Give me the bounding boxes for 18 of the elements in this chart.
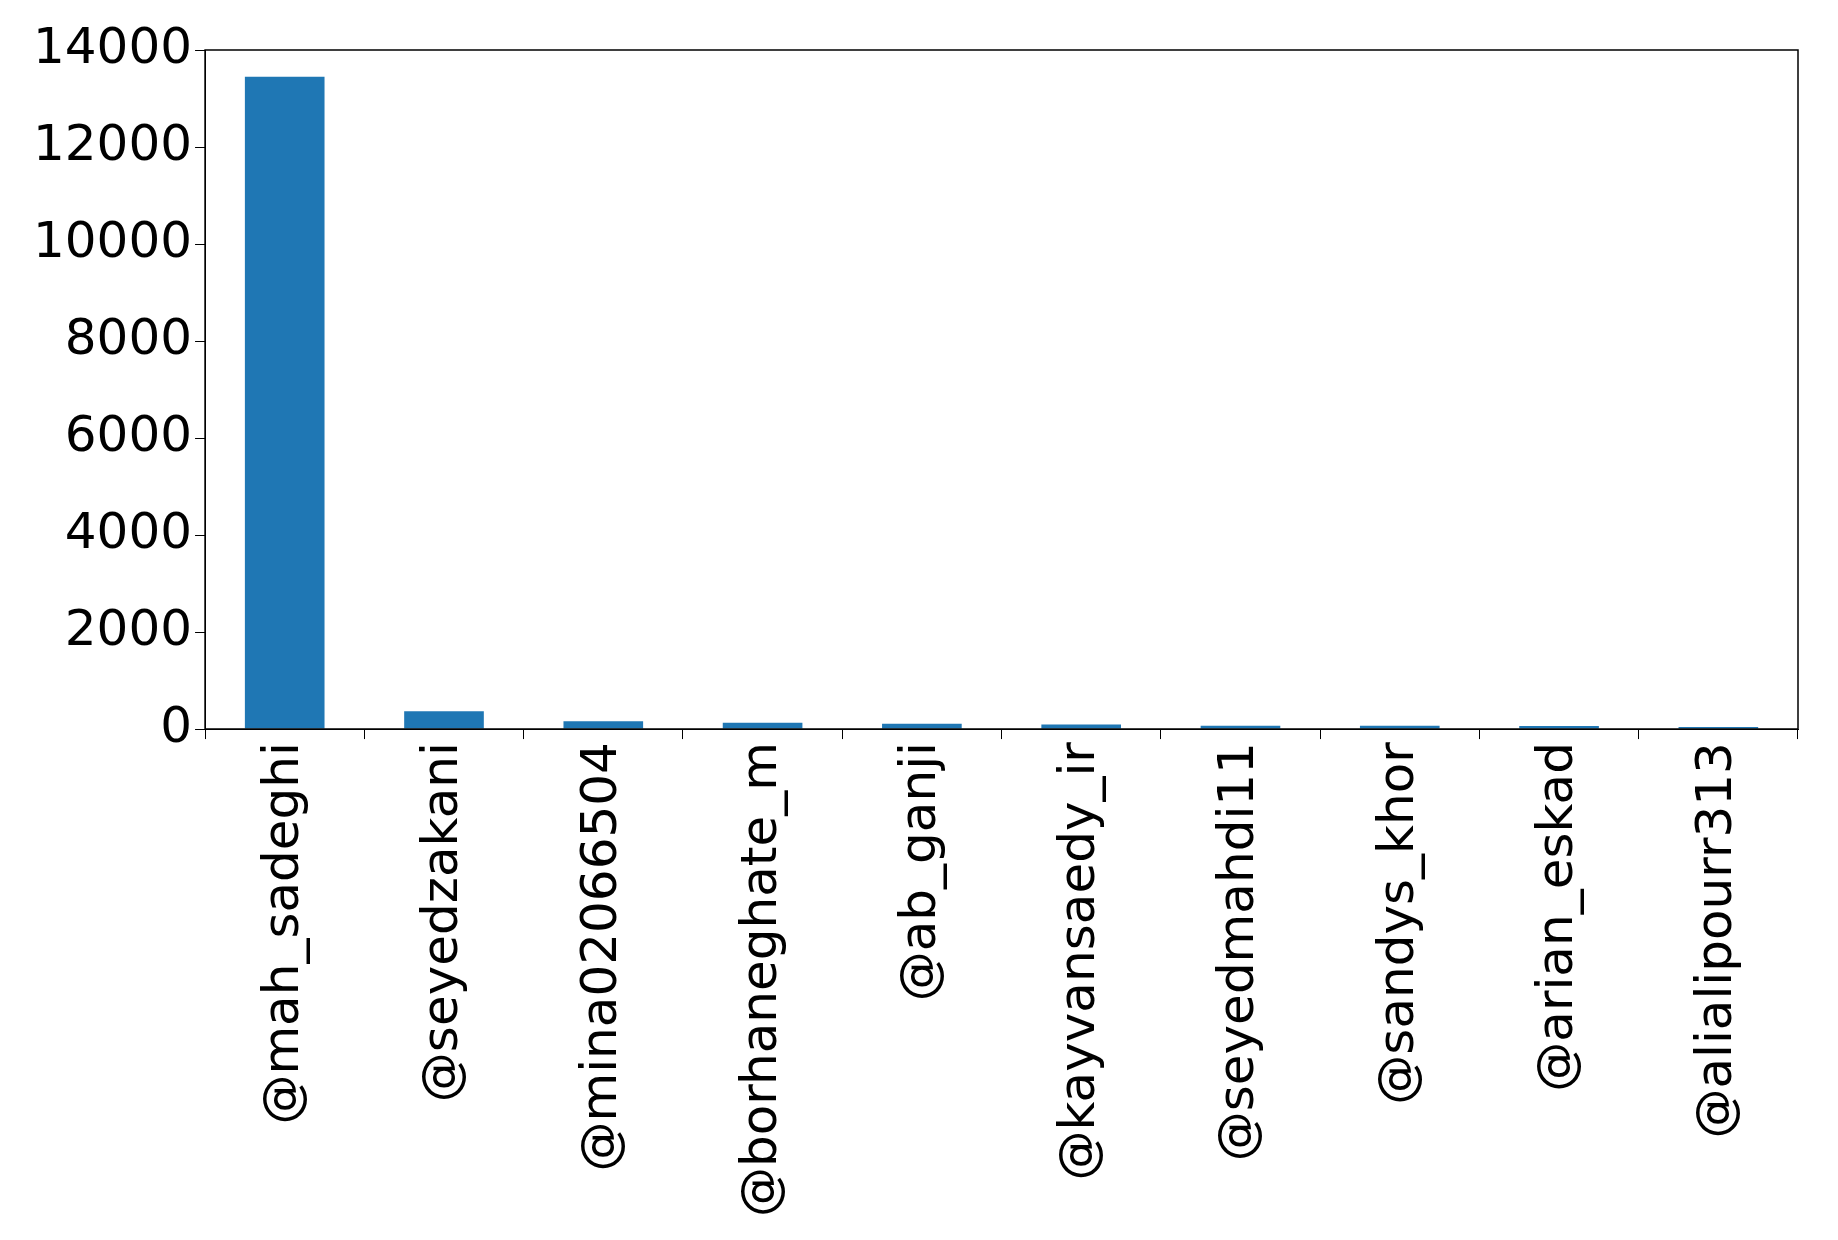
y-tick-label: 2000 [64, 599, 193, 658]
x-tick-label: @seyedzakani [410, 742, 469, 1103]
y-tick-label: 14000 [33, 16, 193, 75]
x-tick-label: @mah_sadeghi [251, 742, 310, 1125]
x-tick-label: @arian_eskad [1526, 742, 1585, 1092]
y-tick-label: 6000 [64, 405, 193, 464]
x-tick-label: @alialipourr313 [1685, 742, 1744, 1139]
y-tick-label: 10000 [33, 211, 193, 270]
x-tick-label: @ab_ganji [888, 742, 947, 1002]
x-tick-label: @seyedmahdi11 [1207, 742, 1266, 1162]
y-tick-label: 8000 [64, 308, 193, 367]
x-tick-label: @kayvansaedy_ir [1048, 741, 1107, 1181]
x-tick-label: @sandys_khor [1366, 741, 1425, 1105]
x-tick-label: @borhaneghate_m [729, 742, 788, 1218]
y-tick-label: 4000 [64, 502, 193, 561]
x-tick-label: @mina02066504 [570, 742, 629, 1172]
y-tick-label: 0 [160, 696, 193, 755]
y-tick-label: 12000 [33, 113, 193, 172]
